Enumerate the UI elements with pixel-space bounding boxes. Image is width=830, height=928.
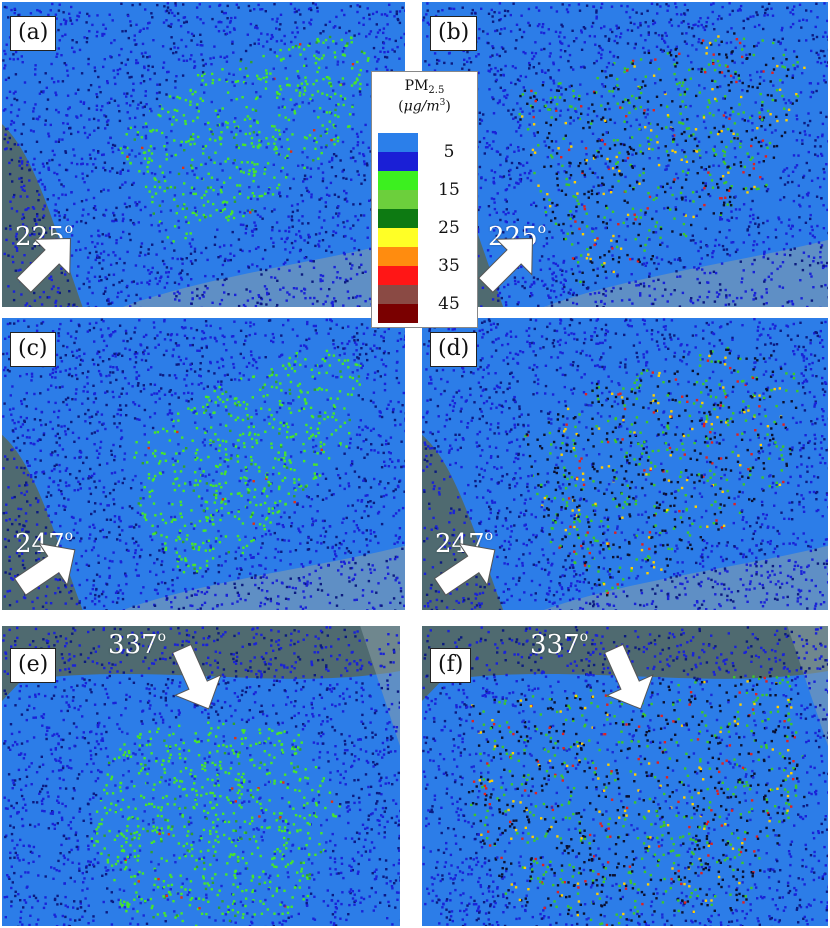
colorbar-tick-label: 5: [443, 142, 455, 162]
colorbar-swatch: [378, 190, 418, 209]
degree-sign-f: o: [579, 629, 589, 645]
wind-arrow-icon: [433, 542, 496, 596]
panel-b: (b) 225o: [422, 2, 828, 307]
legend-unit-exp: 3: [439, 97, 446, 108]
degree-sign-e: o: [157, 629, 167, 645]
wind-arrow-icon: [172, 643, 222, 710]
degree-sign-a: o: [64, 221, 74, 237]
legend-unit-open: (: [398, 98, 404, 115]
colorbar-tick-label: 45: [438, 294, 460, 314]
colorbar-tick-label: 15: [438, 180, 460, 200]
wind-arrow-icon: [604, 643, 654, 710]
colorbar-swatch: [378, 304, 418, 323]
wind-arrow-icon: [13, 542, 76, 596]
panel-label-e: (e): [10, 648, 57, 683]
panel-label-f: (f): [430, 648, 472, 683]
panel-e: (e) 337o: [2, 626, 400, 926]
colorbar-swatch: [378, 247, 418, 266]
colorbar-swatch: [378, 228, 418, 247]
legend-unit: μg/m: [403, 98, 440, 115]
wind-angle-value-e: 337: [108, 630, 158, 660]
colorbar-swatch: [378, 152, 418, 171]
degree-sign-c: o: [64, 528, 74, 544]
wind-angle-value-f: 337: [530, 630, 580, 660]
colorbar-swatch: [378, 133, 418, 152]
wind-angle-f: 337o: [530, 629, 589, 660]
colorbar-tick-label: 35: [438, 256, 460, 276]
panel-label-a: (a): [10, 16, 57, 51]
panel-c: (c) 247o: [2, 318, 405, 610]
legend-title-pm: PM: [404, 78, 429, 94]
degree-sign-b: o: [537, 221, 547, 237]
colorbar-swatch: [378, 171, 418, 190]
wind-arrow-icon: [16, 238, 71, 293]
colorbar-tick-label: 25: [438, 218, 460, 238]
panel-a: (a) 225o: [2, 2, 405, 307]
legend-unit-close: ): [445, 98, 451, 115]
panel-label-b: (b): [430, 16, 478, 51]
colorbar-swatch: [378, 285, 418, 304]
panel-label-c: (c): [10, 332, 56, 367]
legend-title: PM2.5 (μg/m3): [372, 78, 477, 116]
degree-sign-d: o: [484, 528, 494, 544]
panel-label-d: (d): [430, 332, 478, 367]
pm25-colorbar-legend: PM2.5 (μg/m3) 5 15 25 35 45: [371, 71, 478, 328]
panel-f: (f) 337o: [422, 626, 828, 926]
wind-arrow-icon: [478, 238, 533, 293]
colorbar-swatch: [378, 266, 418, 285]
panel-d: (d) 247o: [422, 318, 828, 610]
legend-title-sub: 2.5: [428, 85, 445, 96]
wind-angle-e: 337o: [108, 629, 167, 660]
colorbar-swatch: [378, 209, 418, 228]
